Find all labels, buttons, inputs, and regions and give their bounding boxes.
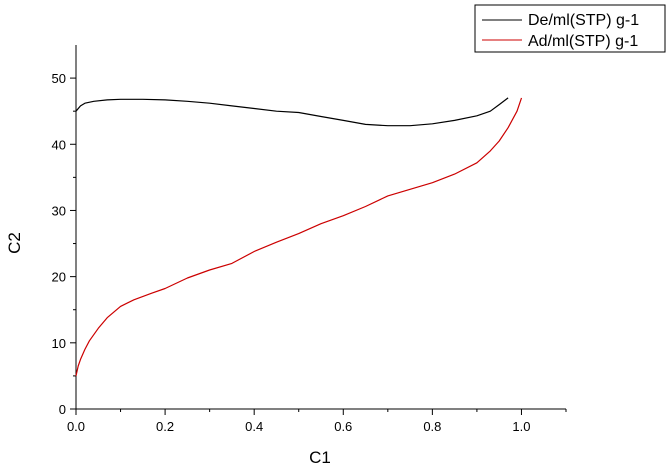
y-tick-label: 40 (52, 137, 66, 152)
legend: De/ml(STP) g-1 Ad/ml(STP) g-1 (474, 4, 666, 53)
x-tick-label: 0.8 (423, 419, 441, 434)
series-line-adsorption (75, 97, 523, 377)
x-tick-label: 0.0 (67, 419, 85, 434)
legend-label-desorption: De/ml(STP) g-1 (528, 12, 639, 29)
y-tick-label: 50 (52, 71, 66, 86)
x-tick-label: 0.2 (156, 419, 174, 434)
x-axis-title: C1 (309, 448, 331, 467)
axes: 0.0 0.2 0.4 0.6 0.8 1.0 0 10 20 30 40 50 (52, 45, 567, 434)
legend-label-adsorption: Ad/ml(STP) g-1 (528, 33, 638, 50)
legend-box (474, 4, 666, 53)
series-line-desorption (75, 97, 509, 127)
y-tick-label: 10 (52, 336, 66, 351)
x-tick-label: 0.6 (334, 419, 352, 434)
x-tick-label: 1.0 (512, 419, 530, 434)
x-tick-label: 0.4 (245, 419, 263, 434)
y-tick-label: 30 (52, 203, 66, 218)
y-tick-label: 0 (59, 402, 66, 417)
y-tick-label: 20 (52, 270, 66, 285)
y-axis-title: C2 (5, 232, 24, 254)
series-layer (75, 97, 523, 377)
